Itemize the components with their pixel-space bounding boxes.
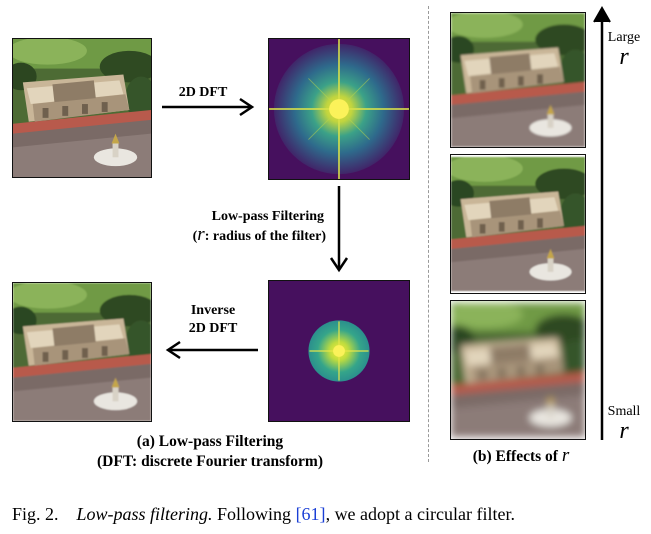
large-r-symbol: r [619,44,629,70]
caption-b-symbol: r [561,445,570,466]
caption-a-line1: (a) Low-pass Filtering [136,433,284,450]
large-radius-image [450,12,586,148]
figure-title: Low-pass filtering. [76,504,213,524]
figure-caption: Fig. 2. Low-pass filtering. Following [6… [12,504,515,525]
aerial-palace-picture [13,39,151,177]
citation-link[interactable]: [61] [295,504,326,524]
inverse-label-line1: Inverse [190,303,236,318]
dft-label: 2D DFT [178,85,228,100]
aerial-palace-picture-filtered [13,283,151,421]
figure-text-before: Following [217,504,292,524]
filter-label-line1: Low-pass Filtering [211,209,324,224]
dft-arrow [162,97,255,117]
original-image [12,38,152,178]
radius-scale-arrow [593,5,611,440]
large-r-label: Large r [600,30,648,70]
panel-divider [428,6,429,462]
reconstructed-image [12,282,152,422]
small-radius-image [450,300,586,440]
filter-label-line2: (r: radius of the filter) [192,224,326,245]
small-r-label: Small r [600,404,648,444]
small-r-symbol: r [619,418,629,444]
figure-text-after: , we adopt a circular filter. [325,504,515,524]
inverse-dft-arrow [165,340,258,360]
figure-number: Fig. 2. [12,504,59,524]
caption-b: (b) Effects of r [472,445,570,466]
caption-a-line2: (DFT: discrete Fourier transform) [97,453,323,470]
radius-symbol: r [197,224,205,245]
medium-radius-image [450,154,586,294]
frequency-spectrum [268,38,410,180]
inverse-label-line2: 2D DFT [188,321,238,336]
filtered-spectrum [268,280,410,422]
filter-arrow [329,186,349,273]
